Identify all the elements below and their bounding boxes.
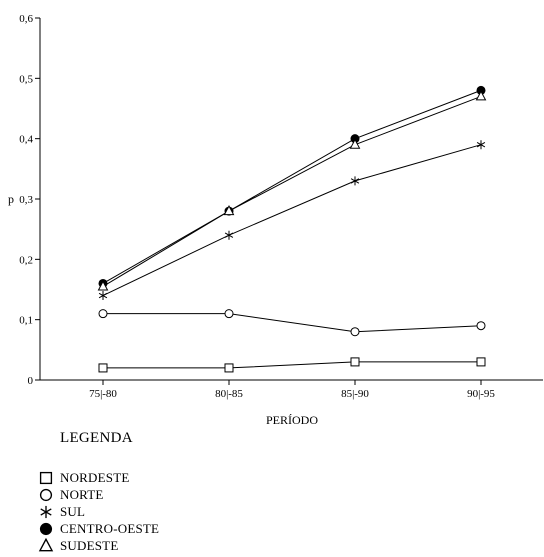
marker-circle — [476, 321, 486, 331]
marker-square-open — [476, 357, 486, 367]
series-markers — [97, 85, 487, 373]
marker-square-open — [350, 357, 360, 367]
x-tick-label: 85|-90 — [341, 388, 369, 400]
legend-symbol — [39, 471, 53, 484]
y-tick-label: 0,2 — [19, 254, 33, 266]
marker-triangle-open — [475, 90, 487, 101]
marker-circle-open — [98, 309, 108, 319]
marker-asterisk — [98, 291, 108, 301]
legend: LEGENDA NORDESTE NORTE SUL CENTRO-OESTE SUDE… — [38, 430, 159, 554]
y-tick-label: 0,6 — [19, 13, 33, 25]
legend-item: CENTRO-OESTE — [38, 520, 159, 537]
marker-triangle-open — [97, 280, 109, 291]
marker-square-open — [98, 363, 108, 373]
series-line — [103, 361, 481, 369]
series-lines — [102, 89, 482, 369]
series-line — [102, 95, 482, 287]
marker-circle-open — [476, 321, 486, 331]
legend-items: NORDESTE NORTE SUL CENTRO-OESTE SUDESTE — [38, 469, 159, 554]
x-axis-label: PERÍODO — [266, 413, 318, 427]
marker-stroke — [40, 507, 52, 516]
legend-symbol — [40, 505, 52, 518]
marker-circle-open — [39, 488, 53, 501]
legend-item: NORTE — [38, 486, 159, 503]
legend-item: SUL — [38, 503, 159, 520]
marker-dot — [39, 522, 53, 535]
marker-square — [39, 471, 53, 484]
legend-label: NORDESTE — [60, 469, 130, 485]
y-axis-label: p — [8, 192, 14, 206]
marker-asterisk — [40, 505, 52, 518]
legend-symbol — [39, 522, 53, 535]
marker-triangle-open — [223, 204, 235, 216]
marker-square-open — [224, 363, 234, 373]
y-tick-label: 0,1 — [19, 315, 33, 327]
series-line — [102, 89, 482, 284]
legend-label: SUL — [60, 503, 86, 519]
marker-circle-open — [350, 327, 360, 337]
marker-square — [350, 357, 360, 367]
marker-triangle — [223, 204, 235, 216]
marker-circle-filled — [39, 522, 53, 535]
marker-circle — [39, 488, 53, 501]
chart-axes — [39, 18, 543, 381]
marker-triangle-open — [38, 537, 54, 551]
marker-stroke — [224, 232, 234, 238]
marker-circle — [350, 327, 360, 337]
series-line — [103, 313, 482, 333]
legend-symbol — [39, 488, 53, 501]
legend-label: SUDESTE — [60, 537, 119, 553]
marker-circle — [98, 309, 108, 319]
marker-asterisk — [476, 140, 486, 150]
marker-square — [224, 363, 234, 373]
marker-triangle — [38, 537, 54, 551]
legend-label: CENTRO-OESTE — [60, 520, 160, 536]
marker-triangle — [475, 90, 487, 101]
marker-square-open — [39, 471, 53, 484]
marker-triangle — [349, 138, 361, 149]
legend-symbol — [38, 537, 54, 551]
marker-asterisk — [224, 230, 234, 240]
marker-stroke — [476, 142, 486, 148]
x-tick-label: 80|-85 — [215, 388, 243, 400]
x-tick-label: 75|-80 — [89, 388, 117, 400]
legend-label: NORTE — [60, 486, 104, 502]
series-line — [102, 144, 482, 296]
y-tick-label: 0,5 — [19, 73, 33, 85]
marker-stroke — [98, 292, 108, 299]
marker-stroke — [350, 178, 360, 184]
y-tick-label: 0,3 — [19, 194, 33, 206]
x-tick-label: 90|-95 — [467, 388, 495, 400]
marker-circle — [224, 309, 234, 319]
legend-item: SUDESTE — [38, 537, 159, 554]
marker-circle-open — [224, 309, 234, 319]
marker-square — [98, 363, 108, 373]
y-tick-label: 0 — [28, 375, 34, 387]
y-tick-label: 0,4 — [19, 134, 33, 146]
marker-asterisk — [350, 176, 360, 186]
marker-triangle — [97, 280, 109, 291]
legend-title: LEGENDA — [60, 430, 133, 446]
marker-square — [476, 357, 486, 367]
legend-item: NORDESTE — [38, 469, 159, 486]
marker-triangle-open — [349, 138, 361, 149]
chart-ticks: 0 0,1 0,2 0,3 0,4 0,5 0,6 75|-80 80|-85 85|-90 90|… — [19, 13, 495, 400]
